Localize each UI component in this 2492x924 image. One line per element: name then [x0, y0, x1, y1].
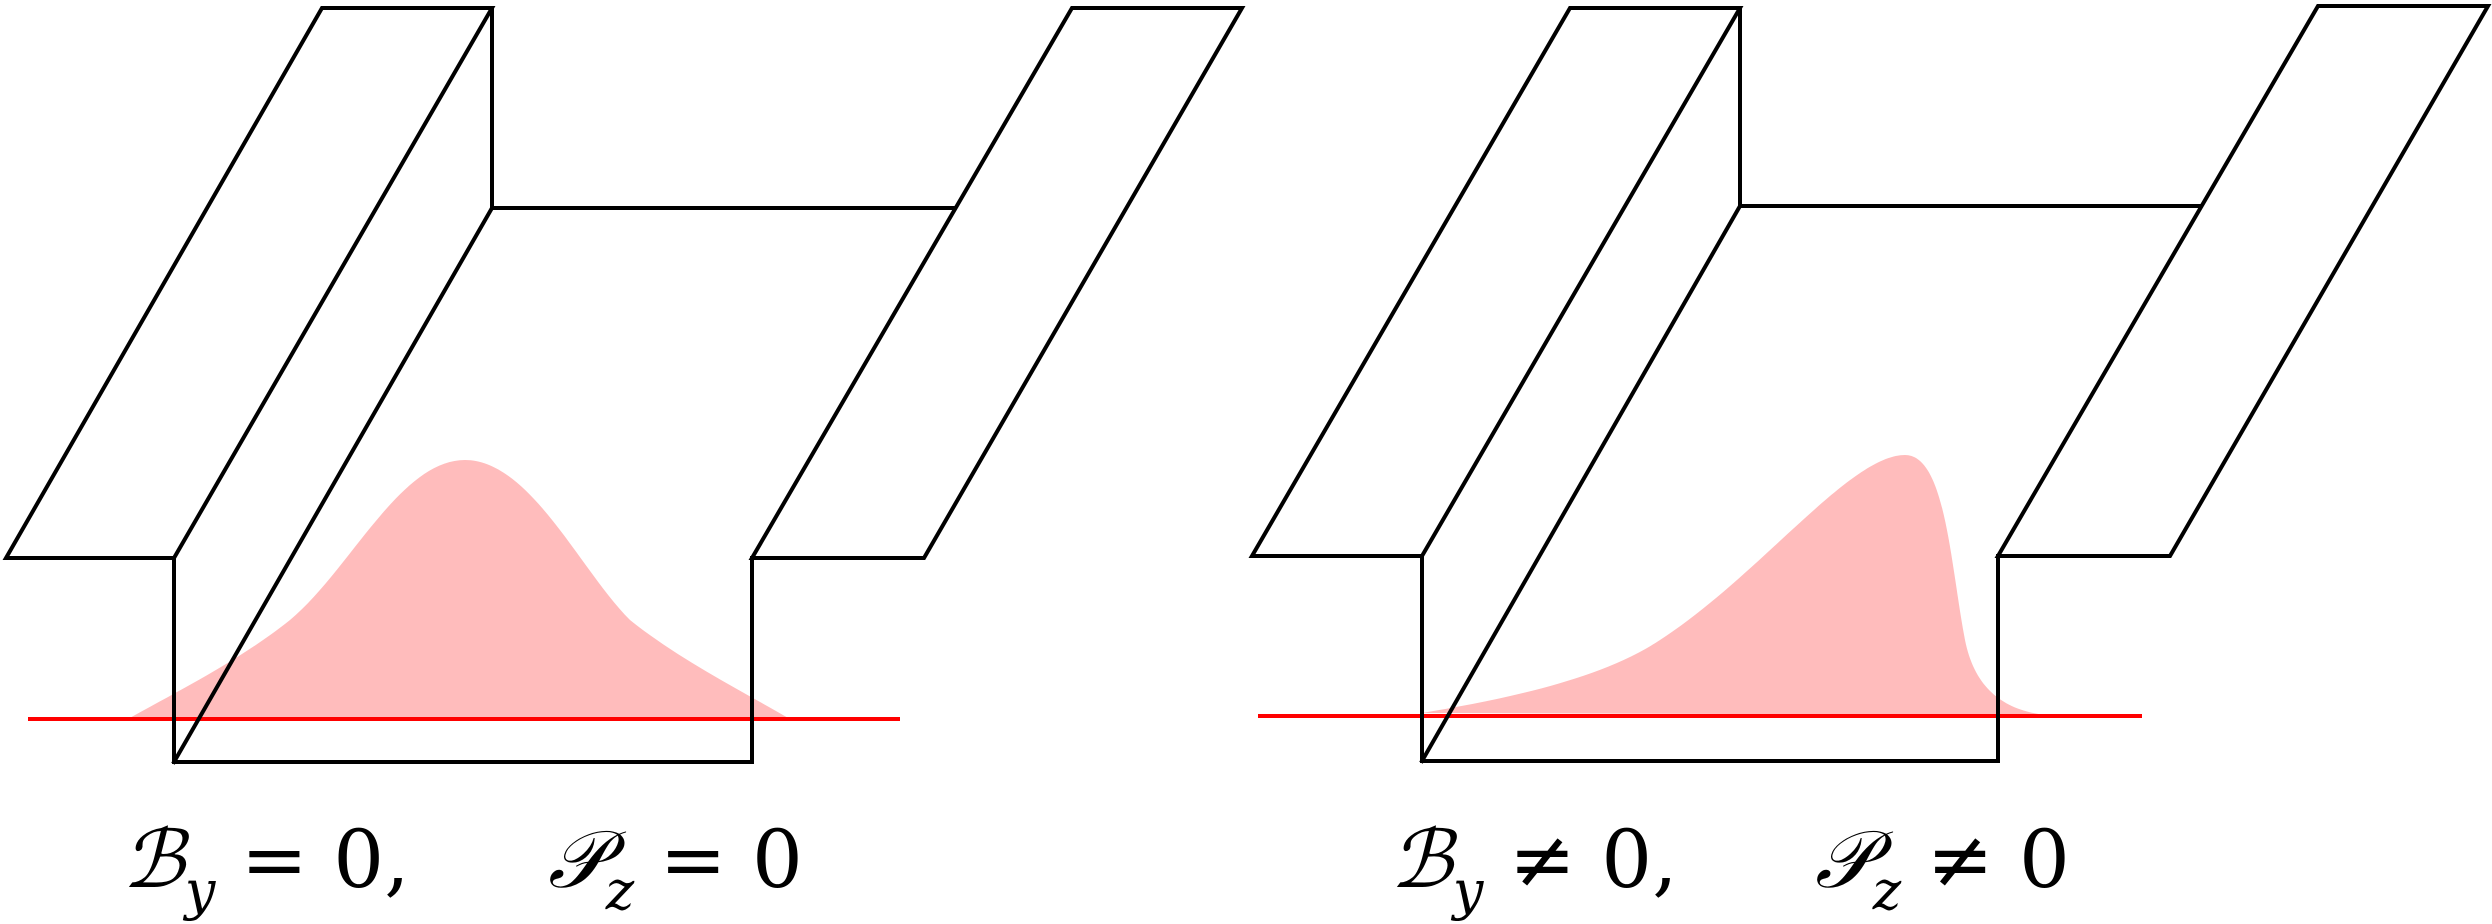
- right-wall-right: [1994, 4, 2492, 558]
- equation-subscript: z: [1872, 859, 1902, 922]
- equation-p-right: 𝒫z ≠ 0: [1815, 805, 2070, 922]
- distribution-left-fill: [128, 460, 790, 719]
- equation-relation: = 0,: [240, 813, 410, 906]
- channel-front-left: [172, 556, 754, 764]
- equation-symbol: ℬ: [1390, 813, 1453, 906]
- channel-back-left: [490, 6, 956, 210]
- equation-symbol: ℬ: [122, 813, 185, 906]
- channel-left: [2, 6, 1246, 765]
- left-wall-right: [1248, 6, 1744, 558]
- equation-subscript: z: [605, 859, 635, 922]
- channel-right: [1248, 4, 2492, 764]
- left-wall-left: [2, 6, 496, 560]
- channel-back-right: [1738, 6, 2202, 208]
- panel-left: [2, 6, 1246, 765]
- equation-b-right: ℬy ≠ 0,: [1390, 805, 1678, 922]
- equation-p-left: 𝒫z = 0: [548, 805, 803, 922]
- right-wall-left: [748, 6, 1246, 560]
- floor-diagonal-left: [171, 205, 495, 765]
- equation-symbol: 𝒫: [1815, 813, 1873, 906]
- channel-front-right: [1420, 554, 2000, 763]
- equation-relation: ≠ 0: [1926, 813, 2070, 906]
- equation-symbol: 𝒫: [548, 813, 606, 906]
- equation-subscript: y: [1452, 859, 1484, 922]
- panel-right: [1248, 4, 2492, 764]
- equation-relation: ≠ 0,: [1508, 813, 1678, 906]
- equation-subscript: y: [184, 859, 216, 922]
- floor-diagonal-right: [1419, 203, 1743, 764]
- equation-b-left: ℬy = 0,: [122, 805, 410, 922]
- equation-relation: = 0: [659, 813, 803, 906]
- distribution-right-fill: [1422, 455, 2045, 715]
